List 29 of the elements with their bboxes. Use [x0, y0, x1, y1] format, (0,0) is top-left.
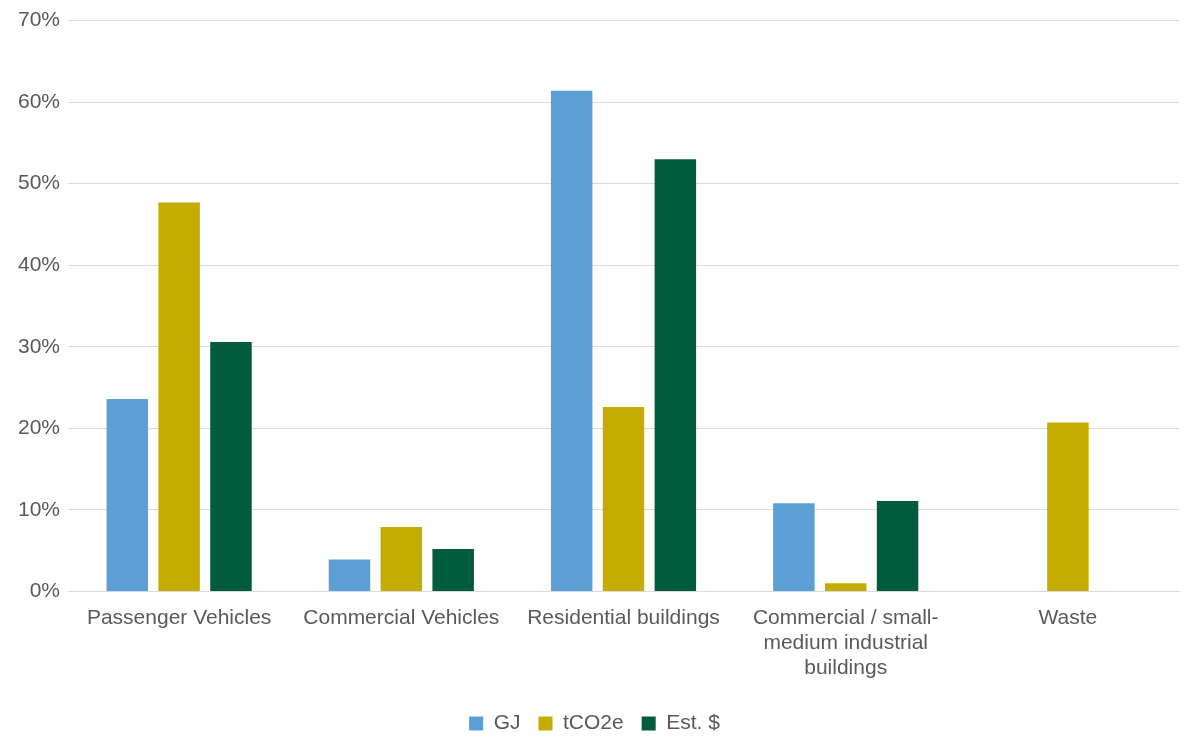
bar [824, 583, 867, 591]
bar [876, 500, 919, 591]
y-tick-label: 50% [18, 170, 61, 194]
y-tick-label: 20% [18, 415, 61, 439]
bar [158, 202, 200, 591]
bar [550, 90, 593, 591]
x-tick-label: Residential buildings [527, 604, 720, 628]
bar [210, 341, 252, 591]
y-tick-label: 0% [29, 578, 61, 602]
legend-label: Est. $ [666, 710, 721, 734]
y-tick-label: 30% [18, 333, 61, 357]
x-tick-label: Passenger Vehicles [86, 604, 272, 628]
y-tick-label: 10% [18, 496, 61, 520]
bar [1047, 422, 1089, 591]
bar [773, 503, 815, 591]
x-tick-label: Commercial Vehicles [303, 604, 500, 628]
y-tick-label: 40% [18, 252, 61, 276]
bar [328, 559, 371, 591]
bar [654, 159, 697, 591]
y-tick-label: 60% [18, 88, 61, 112]
legend-label: GJ [493, 710, 521, 734]
legend-label: tCO2e [562, 710, 624, 734]
x-tick-label: Commercial / small-medium industrial buildings [752, 604, 939, 679]
bar [106, 398, 149, 591]
bar [380, 526, 423, 591]
y-tick-label: 70% [18, 7, 61, 31]
bar [602, 407, 645, 591]
bar [432, 549, 474, 591]
x-tick-label: Waste [1038, 604, 1098, 628]
